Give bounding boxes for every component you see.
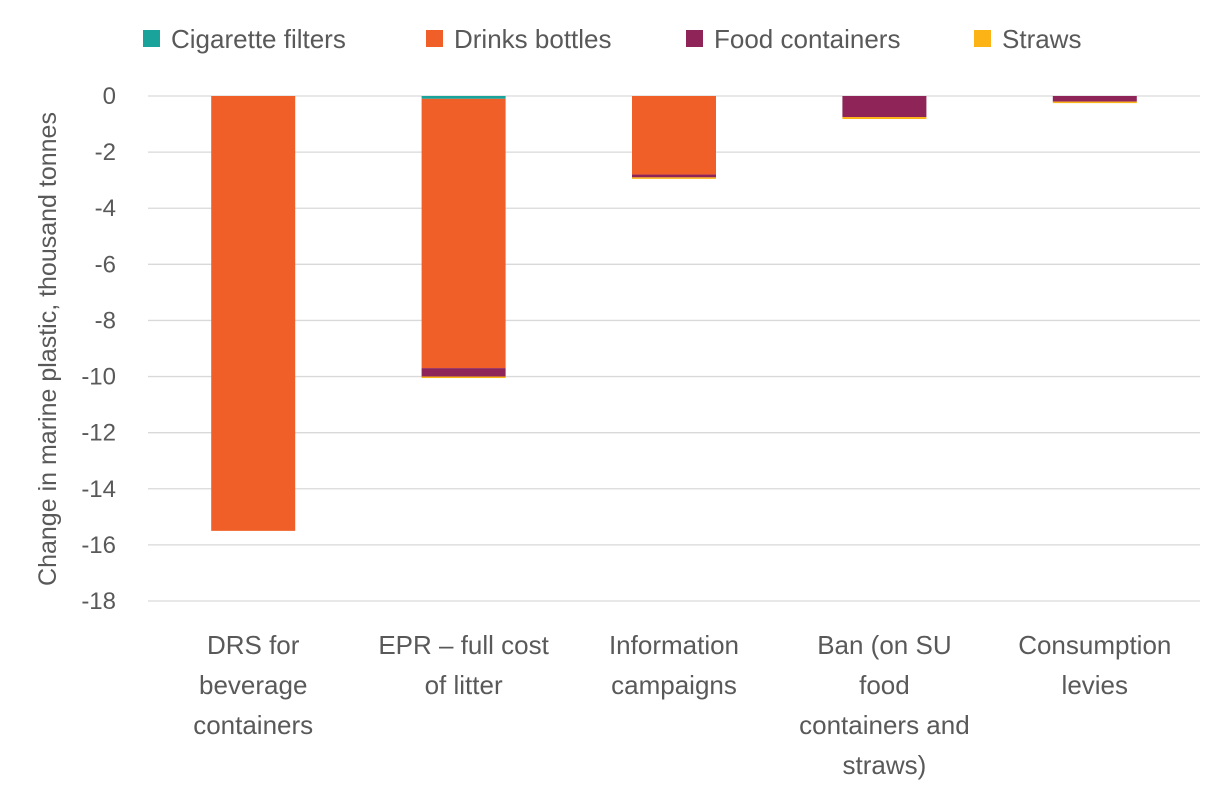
legend-label: Cigarette filters bbox=[171, 24, 346, 54]
legend-label: Food containers bbox=[714, 24, 900, 54]
bar-segment-food-containers bbox=[842, 96, 927, 118]
legend-swatch bbox=[143, 30, 160, 47]
gridlines bbox=[148, 95, 1200, 602]
bar-segment-straws bbox=[421, 376, 506, 379]
x-category-label: DRS for beverage containers bbox=[193, 630, 313, 740]
bar-segment-food-containers bbox=[632, 174, 716, 178]
bar-segment-cigarette-filters bbox=[421, 96, 506, 99]
legend-swatch bbox=[974, 30, 991, 47]
legend: Cigarette filters Drinks bottles Food cont… bbox=[143, 24, 1081, 54]
legend-label: Straws bbox=[1002, 24, 1081, 54]
legend-label: Drinks bottles bbox=[454, 24, 612, 54]
x-category-label: Ban (on SU food containers and straws) bbox=[799, 630, 970, 780]
bar-segment-food-containers bbox=[1052, 96, 1137, 102]
x-category-label: Consumption levies bbox=[1018, 630, 1171, 700]
y-tick-label: -10 bbox=[81, 364, 116, 391]
y-tick-label: -2 bbox=[95, 139, 116, 166]
bar-segment-straws bbox=[842, 117, 927, 120]
bar-segment-drinks-bottles bbox=[211, 96, 296, 531]
bar-segment-drinks-bottles bbox=[421, 98, 506, 369]
y-tick-label: -6 bbox=[95, 251, 116, 278]
x-axis-categories: DRS for beverage containers EPR – full cost… bbox=[193, 630, 1171, 780]
y-tick-label: -12 bbox=[81, 420, 116, 447]
bar-segment-straws bbox=[1052, 101, 1137, 104]
y-tick-label: -18 bbox=[81, 588, 116, 615]
legend-swatch bbox=[426, 30, 443, 47]
bar-segment-food-containers bbox=[421, 368, 506, 377]
y-axis-title: Change in marine plastic, thousand tonne… bbox=[34, 112, 62, 586]
bar-segment-straws bbox=[632, 177, 716, 179]
x-category-label: EPR – full cost of litter bbox=[378, 630, 549, 700]
y-tick-label: -14 bbox=[81, 476, 116, 503]
y-tick-label: -8 bbox=[95, 307, 116, 334]
bar-segment-drinks-bottles bbox=[632, 96, 716, 175]
y-tick-label: 0 bbox=[103, 83, 116, 110]
y-tick-label: -4 bbox=[95, 195, 116, 222]
y-tick-label: -16 bbox=[81, 532, 116, 559]
bars bbox=[211, 96, 1137, 531]
y-axis-ticks: 0 -2 -4 -6 -8 -10 -12 -14 -16 -18 bbox=[81, 83, 116, 615]
legend-swatch bbox=[686, 30, 703, 47]
x-category-label: Information campaigns bbox=[609, 630, 739, 700]
